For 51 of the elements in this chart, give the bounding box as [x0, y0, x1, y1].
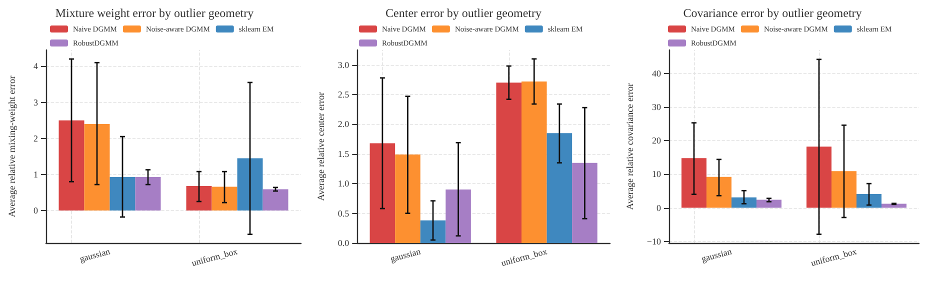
- x-tick-label: gaussian: [389, 246, 422, 264]
- bar: [681, 158, 706, 208]
- y-tick-label: 4: [34, 61, 38, 72]
- bar: [881, 204, 906, 208]
- y-tick-label: 2.0: [338, 119, 350, 130]
- y-tick-label: 20: [652, 136, 662, 146]
- y-axis-title: Average relative center error: [317, 91, 327, 201]
- y-tick-label: 0: [34, 206, 38, 216]
- bar: [135, 176, 161, 211]
- y-tick-label: 3: [34, 97, 38, 108]
- y-tick-label: 40: [652, 68, 662, 78]
- y-axis-title: Average relative mixing-weight error: [8, 74, 18, 218]
- y-tick-label: 2.5: [338, 90, 350, 100]
- y-tick-label: 1.0: [338, 178, 350, 189]
- y-axis-title: Average relative covariance error: [626, 82, 636, 210]
- bar: [496, 82, 522, 243]
- bar: [186, 186, 212, 211]
- y-tick-label: 0.0: [338, 238, 350, 248]
- y-tick-label: 0.5: [338, 208, 350, 218]
- y-tick-label: 1: [34, 169, 38, 180]
- y-tick-label: 1.5: [338, 148, 350, 159]
- bar: [756, 200, 782, 208]
- bar: [706, 176, 732, 208]
- chart-title: Covariance error by outlier geometry: [683, 6, 862, 20]
- bar: [446, 190, 471, 243]
- y-tick-label: 0: [656, 202, 662, 213]
- y-tick-label: 2: [34, 133, 38, 144]
- bar: [370, 143, 396, 243]
- y-tick-label: −10: [646, 236, 662, 246]
- x-tick-label: gaussian: [700, 246, 734, 264]
- bar: [856, 194, 882, 208]
- bar: [110, 176, 136, 211]
- chart-title: Center error by outlier geometry: [386, 6, 542, 20]
- y-tick-label: 3.0: [338, 60, 350, 70]
- x-tick-label: gaussian: [78, 246, 112, 264]
- chart-title: Mixture weight error by outlier geometry: [55, 6, 254, 20]
- bar: [731, 197, 756, 208]
- bar: [831, 171, 856, 208]
- y-tick-label: 30: [652, 102, 662, 112]
- bar: [237, 158, 263, 211]
- bar: [806, 146, 832, 208]
- bar: [522, 81, 547, 243]
- bar: [546, 133, 572, 243]
- bar: [212, 186, 238, 211]
- bar: [420, 220, 446, 243]
- bar: [58, 120, 84, 211]
- bar: [84, 124, 110, 211]
- bar: [262, 189, 288, 211]
- bar: [572, 162, 598, 243]
- bar: [395, 154, 420, 243]
- y-tick-label: 10: [652, 169, 662, 180]
